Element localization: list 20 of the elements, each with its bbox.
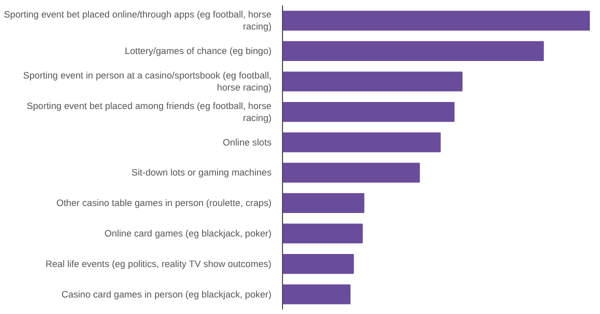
bar [282, 10, 590, 31]
bar [282, 41, 544, 62]
bar [282, 254, 354, 274]
y-tick-label: Online slots [222, 137, 272, 148]
y-tick-label: Other casino table games in person (roulette, craps) [56, 198, 272, 208]
bar [282, 224, 363, 244]
bar [282, 193, 364, 214]
y-tick-label: Sit-down lots or gaming machines [132, 168, 272, 178]
bar [282, 284, 351, 304]
y-tick-label: Sporting event in person at a casino/sportsbook (eg football, horse racing) [23, 70, 272, 92]
y-tick-label: Sporting event bet placed online/through apps (eg football, horse racing) [4, 10, 272, 32]
y-tick-label: Online card games (eg blackjack, poker) [104, 228, 272, 238]
y-tick-label: Lottery/games of chance (eg bingo) [124, 46, 272, 56]
bar [282, 162, 420, 183]
y-tick-label: Real life events (eg politics, reality TV show outcomes) [45, 258, 272, 269]
y-tick-label: Casino card games in person (eg blackjack, poker) [62, 289, 272, 300]
bar [282, 132, 441, 152]
bar [282, 102, 455, 122]
y-tick-label: Sporting event bet placed among friends (eg football, horse racing) [26, 100, 272, 123]
bar [282, 72, 463, 92]
